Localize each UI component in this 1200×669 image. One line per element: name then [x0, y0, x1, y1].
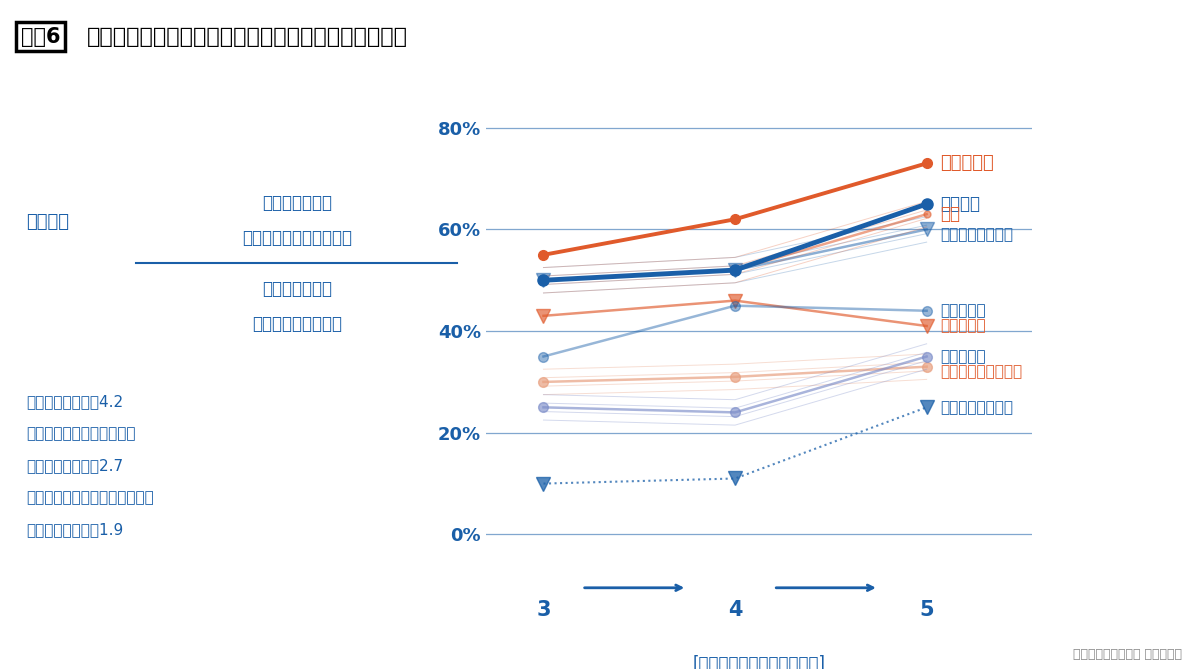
Text: グレード５＝Ｑ値1.9: グレード５＝Ｑ値1.9	[26, 522, 124, 537]
Text: グレード４＝Ｑ値2.7: グレード４＝Ｑ値2.7	[26, 458, 124, 473]
Text: 改善率＝: 改善率＝	[26, 213, 70, 231]
Text: 喉の痛み: 喉の痛み	[940, 195, 980, 213]
Text: 肌のかゆみ: 肌のかゆみ	[940, 318, 985, 334]
Text: 参考資料：近畿大学 岩前篤教授: 参考資料：近畿大学 岩前篤教授	[1073, 648, 1182, 661]
Text: （新省エネ基準レベル）、: （新省エネ基準レベル）、	[26, 426, 136, 442]
Text: 図表6: 図表6	[22, 27, 60, 47]
Text: 気管支喘息: 気管支喘息	[940, 155, 994, 173]
Text: 以前の住まいで: 以前の住まいで	[263, 280, 332, 298]
Text: 症状が出なくなった人数: 症状が出なくなった人数	[242, 229, 353, 247]
Text: [転居後の住宅断熱グレード]: [転居後の住宅断熱グレード]	[692, 655, 826, 669]
Text: アトピー性皮膚炎: アトピー性皮膚炎	[940, 227, 1013, 242]
Text: 新しい住まいで: 新しい住まいで	[263, 193, 332, 211]
Text: 手足の冷え: 手足の冷え	[940, 303, 985, 318]
Text: （次世代省エネ基準レベル）、: （次世代省エネ基準レベル）、	[26, 490, 154, 505]
Text: 目のかゆみ: 目のかゆみ	[940, 349, 985, 364]
Text: 症状が出ていた人数: 症状が出ていた人数	[252, 315, 342, 333]
Text: グレード３＝Ｑ値4.2: グレード３＝Ｑ値4.2	[26, 395, 124, 409]
Text: 各種疾患の改善率と転居した住宅の断熱性能との関係: 各種疾患の改善率と転居した住宅の断熱性能との関係	[86, 27, 408, 47]
Text: アレルギー性結膜炎: アレルギー性結膜炎	[940, 364, 1022, 379]
Text: せき: せき	[940, 205, 960, 223]
Text: アレルギー性鼻炎: アレルギー性鼻炎	[940, 400, 1013, 415]
